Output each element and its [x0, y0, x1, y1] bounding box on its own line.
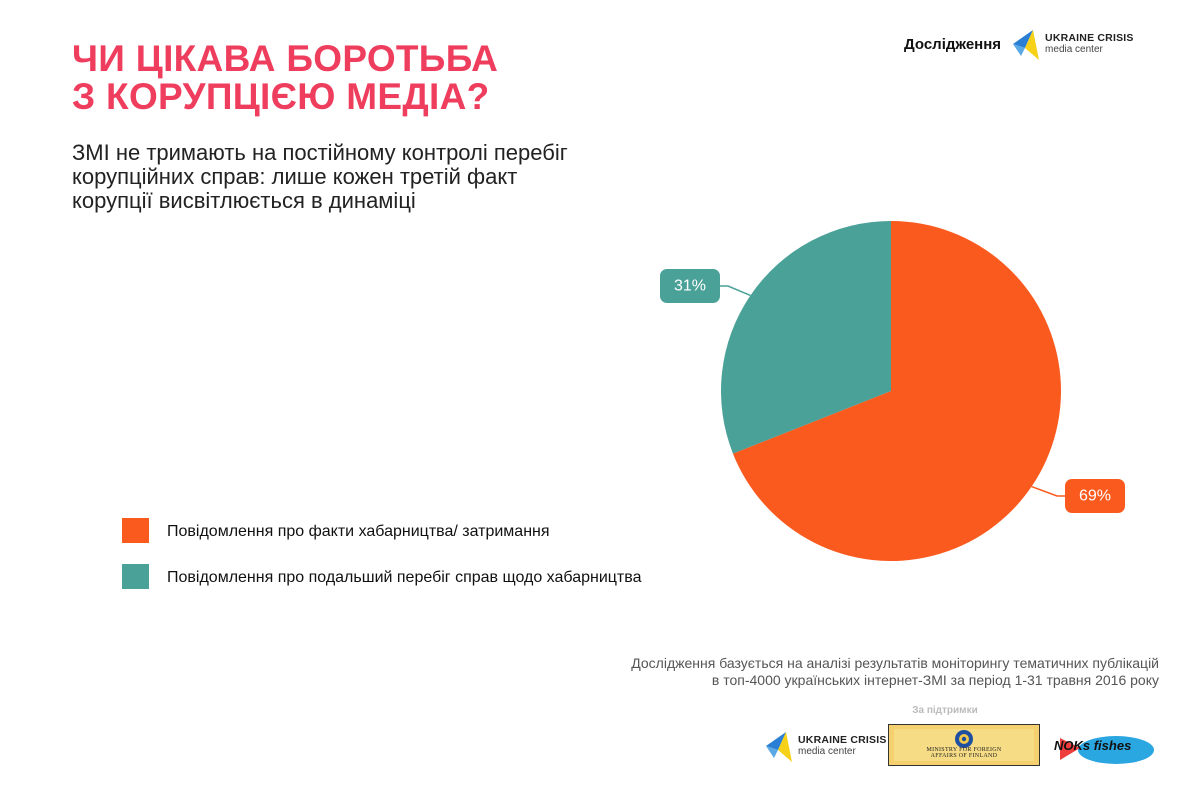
- logo-line-2: media center: [1045, 44, 1103, 55]
- title-line-1: ЧИ ЦІКАВА БОРОТЬБА: [72, 38, 499, 79]
- data-label-31-text: 31%: [674, 278, 706, 295]
- pie-slice-bribery-facts: [732, 221, 1061, 561]
- title-line-2: З КОРУПЦІЄЮ МЕДІА?: [72, 76, 490, 117]
- pie-slice-case-progress: [721, 221, 891, 454]
- legend-item-case-progress: Повідомлення про подальший перебіг справ…: [122, 564, 647, 589]
- data-label-31: 31%: [660, 269, 720, 303]
- legend-label-case-progress: Повідомлення про подальший перебіг справ…: [167, 569, 642, 586]
- slide-title: ЧИ ЦІКАВА БОРОТЬБА З КОРУПЦІЄЮ МЕДІА?: [72, 40, 498, 116]
- ministry-finland-logo: MINISTRY FOR FOREIGN AFFAIRS OF FINLAND: [888, 724, 1040, 766]
- footer-logo-line-1: UKRAINE CRISIS: [798, 734, 887, 746]
- noks-logo-text: NOKs fishes: [1054, 738, 1131, 753]
- footnote-line-2: в топ-4000 українських інтернет-ЗМІ за п…: [711, 672, 1159, 688]
- legend-swatch-orange: [122, 518, 149, 543]
- ministry-line-2: AFFAIRS OF FINLAND: [930, 753, 998, 759]
- slide-subtitle: ЗМІ не тримають на постійному контролі п…: [72, 140, 568, 213]
- leader-line-31: [720, 285, 751, 297]
- header-branding: Дослідження UKRAINE CRISIS media center: [904, 26, 1134, 62]
- footer-ukraine-crisis-logo-icon: [766, 732, 792, 762]
- ministry-line-1: MINISTRY FOR FOREIGN: [926, 747, 1002, 753]
- data-label-69-text: 69%: [1079, 488, 1111, 505]
- logo-line-1: UKRAINE CRISIS: [1045, 32, 1134, 44]
- support-label: За підтримки: [912, 705, 978, 716]
- research-label: Дослідження: [904, 35, 1002, 53]
- noks-fish-tail-icon: [1060, 738, 1080, 760]
- legend-swatch-teal: [122, 564, 149, 589]
- footer-logo-line-2: media center: [798, 746, 856, 757]
- pie-chart: 69% 31%: [660, 221, 1125, 561]
- noks-fish-body-icon: [1078, 736, 1154, 764]
- ukraine-crisis-logo-icon: [1013, 30, 1040, 60]
- data-label-31-box: [660, 269, 720, 303]
- leader-line-69: [1031, 485, 1065, 497]
- noks-fishes-logo: NOKs fishes: [1054, 736, 1154, 764]
- legend-label-bribery-facts: Повідомлення про факти хабарництва/ затр…: [167, 523, 550, 540]
- data-label-69-box: [1065, 479, 1125, 513]
- finland-coat-of-arms-icon: [955, 730, 973, 748]
- footnote-line-1: Дослідження базується на аналізі результ…: [631, 655, 1159, 671]
- data-label-69: 69%: [1065, 479, 1125, 513]
- methodology-footnote: Дослідження базується на аналізі результ…: [459, 655, 1159, 689]
- ukraine-crisis-logo: UKRAINE CRISIS media center: [1011, 26, 1134, 62]
- footer-ukraine-crisis-logo: UKRAINE CRISIS media center: [764, 728, 887, 764]
- legend-item-bribery-facts: Повідомлення про факти хабарництва/ затр…: [122, 518, 637, 543]
